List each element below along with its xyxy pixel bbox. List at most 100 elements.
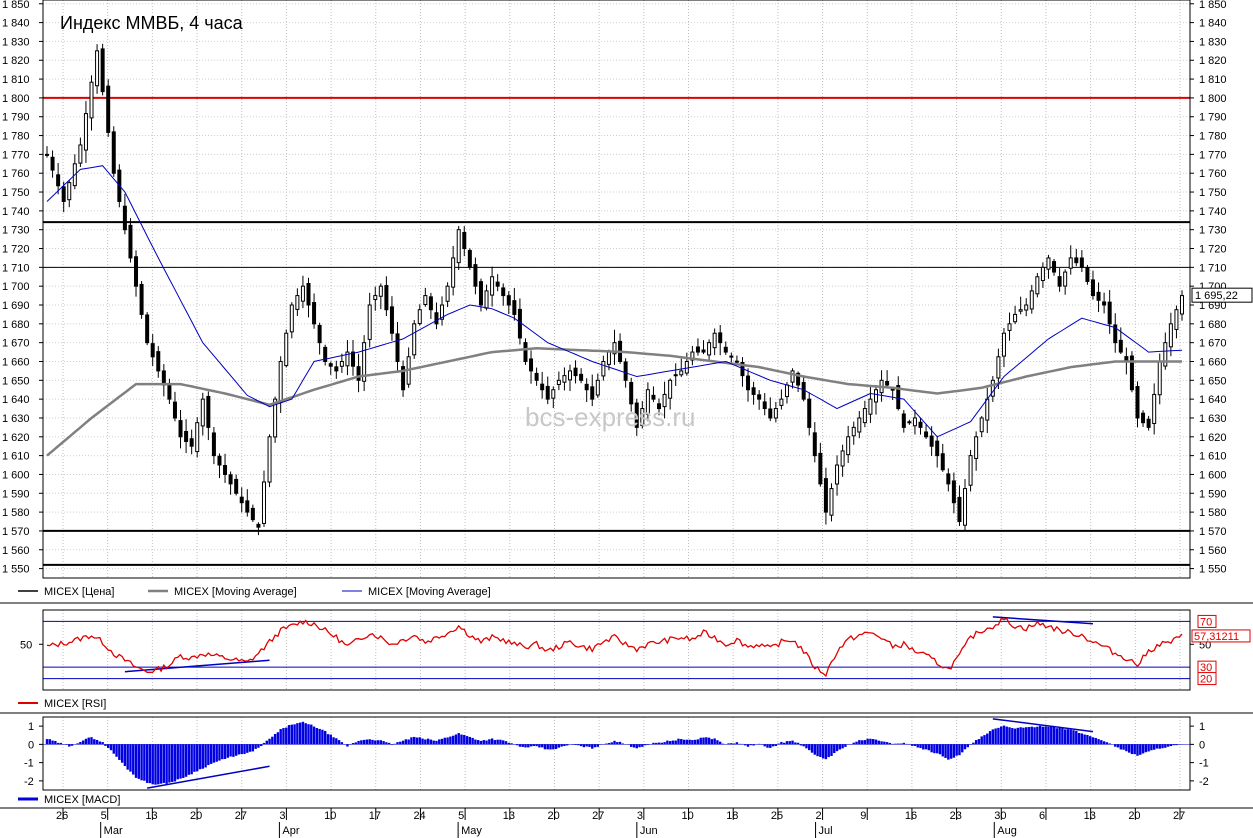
price-bar-body — [818, 452, 823, 485]
y-tick-label-left: 1 790 — [2, 112, 30, 124]
price-bar-body — [1157, 360, 1162, 396]
price-bar-body — [918, 421, 923, 428]
price-bar-body — [1146, 418, 1151, 428]
last-price-label: 1 695,22 — [1195, 290, 1238, 302]
rsi-level-label: 30 — [1200, 662, 1212, 674]
price-bar-body — [200, 398, 205, 427]
price-bar-body — [150, 343, 155, 358]
y-tick-label-left: 1 850 — [2, 0, 30, 11]
date-label: 20 — [1128, 810, 1140, 822]
price-bar-body — [545, 385, 550, 400]
rsi-panel-frame — [42, 609, 1191, 691]
price-bar-body — [701, 349, 706, 353]
price-bar-body — [529, 358, 534, 372]
price-bar-body — [979, 417, 984, 433]
price-bar-body — [284, 332, 289, 367]
price-bar-body — [356, 366, 361, 381]
price-bar-body — [261, 481, 266, 524]
price-bar-body — [456, 229, 461, 264]
price-bar-body — [1180, 295, 1184, 315]
price-bar-body — [317, 324, 322, 344]
price-bar-body — [139, 283, 144, 315]
price-bar-body — [61, 186, 66, 202]
price-bar-body — [351, 351, 356, 367]
y-tick-label-right: 1 570 — [1199, 526, 1227, 538]
price-bar-body — [239, 496, 244, 504]
y-tick-label-right: 1 760 — [1199, 168, 1227, 180]
y-tick-label-right: 1 660 — [1199, 356, 1227, 368]
month-label: Jun — [640, 825, 658, 837]
macd-y-tick-label-right: -1 — [1199, 758, 1209, 770]
price-bar-body — [823, 478, 828, 513]
price-bar-body — [540, 383, 545, 391]
price-bar-body — [773, 408, 778, 419]
price-bar-body — [312, 302, 317, 325]
date-label: 17 — [369, 810, 381, 822]
date-label: 13 — [1084, 810, 1096, 822]
y-tick-label-left: 1 610 — [2, 451, 30, 463]
price-bar-body — [751, 387, 756, 395]
price-bar-body — [1001, 332, 1006, 357]
price-bar-body — [963, 488, 968, 526]
y-tick-label-right: 1 690 — [1199, 300, 1227, 312]
legend-ma-slow: MICEX [Moving Average] — [148, 586, 297, 598]
price-bar-body — [968, 455, 973, 486]
price-bar-body — [835, 464, 840, 485]
y-tick-label-left: 1 590 — [2, 488, 30, 500]
price-bar-body — [295, 295, 300, 310]
y-tick-label-right: 1 610 — [1199, 451, 1227, 463]
horizontal-levels — [43, 96, 1190, 566]
price-bar-body — [1029, 290, 1034, 310]
price-bar-body — [300, 285, 305, 302]
macd-y-tick-label: 1 — [28, 721, 34, 733]
y-tick-label-left: 1 740 — [2, 206, 30, 218]
date-label: 10 — [324, 810, 336, 822]
date-label: 16 — [905, 810, 917, 822]
y-tick-label-left: 1 810 — [2, 74, 30, 86]
price-bar-body — [45, 153, 49, 156]
y-tick-label-left: 1 720 — [2, 244, 30, 256]
price-bar-body — [1096, 291, 1101, 301]
rsi-line — [46, 617, 1183, 678]
y-tick-label-left: 1 690 — [2, 300, 30, 312]
price-bar-body — [145, 314, 150, 344]
price-bar-body — [1152, 393, 1157, 424]
month-label: Mar — [104, 825, 123, 837]
date-label: 2 — [816, 810, 822, 822]
legend-ma-slow-label: MICEX [Moving Average] — [174, 586, 297, 598]
macd-y-tick-label: -2 — [24, 776, 34, 788]
price-bar-body — [890, 388, 895, 391]
price-bar-body — [1018, 309, 1023, 312]
y-tick-label-right: 1 650 — [1199, 375, 1227, 387]
price-bar-body — [1035, 276, 1040, 295]
price-bar-body — [723, 346, 728, 353]
price-bar-body — [668, 379, 673, 399]
legend-ma-fast: MICEX [Moving Average] — [342, 586, 491, 598]
price-bar-body — [990, 379, 995, 397]
price-bar-body — [417, 309, 422, 325]
price-bar-body — [584, 383, 589, 391]
price-bar-body — [423, 295, 428, 306]
price-bar-body — [467, 249, 472, 268]
y-tick-label-right: 1 800 — [1199, 93, 1227, 105]
y-tick-label-left: 1 750 — [2, 187, 30, 199]
price-bar-body — [534, 372, 539, 381]
price-bar-body — [78, 144, 83, 164]
y-tick-label-right: 1 820 — [1199, 55, 1227, 67]
price-bar-body — [523, 342, 528, 362]
month-label: Apr — [282, 825, 299, 837]
price-bar-body — [873, 389, 878, 403]
price-bar-body — [707, 342, 712, 356]
price-bar-body — [712, 332, 717, 349]
date-label: 26 — [56, 810, 68, 822]
month-label: Jul — [819, 825, 833, 837]
price-panel-frame — [42, 0, 1191, 579]
legend-rsi: MICEX [RSI] — [18, 698, 106, 710]
price-bar-body — [189, 438, 194, 447]
price-bar-body — [195, 422, 200, 453]
price-bar-body — [345, 351, 350, 367]
y-tick-label-left: 1 650 — [2, 375, 30, 387]
price-bar-body — [746, 375, 751, 391]
price-bar-body — [940, 453, 945, 471]
price-bar-body — [1007, 323, 1012, 331]
